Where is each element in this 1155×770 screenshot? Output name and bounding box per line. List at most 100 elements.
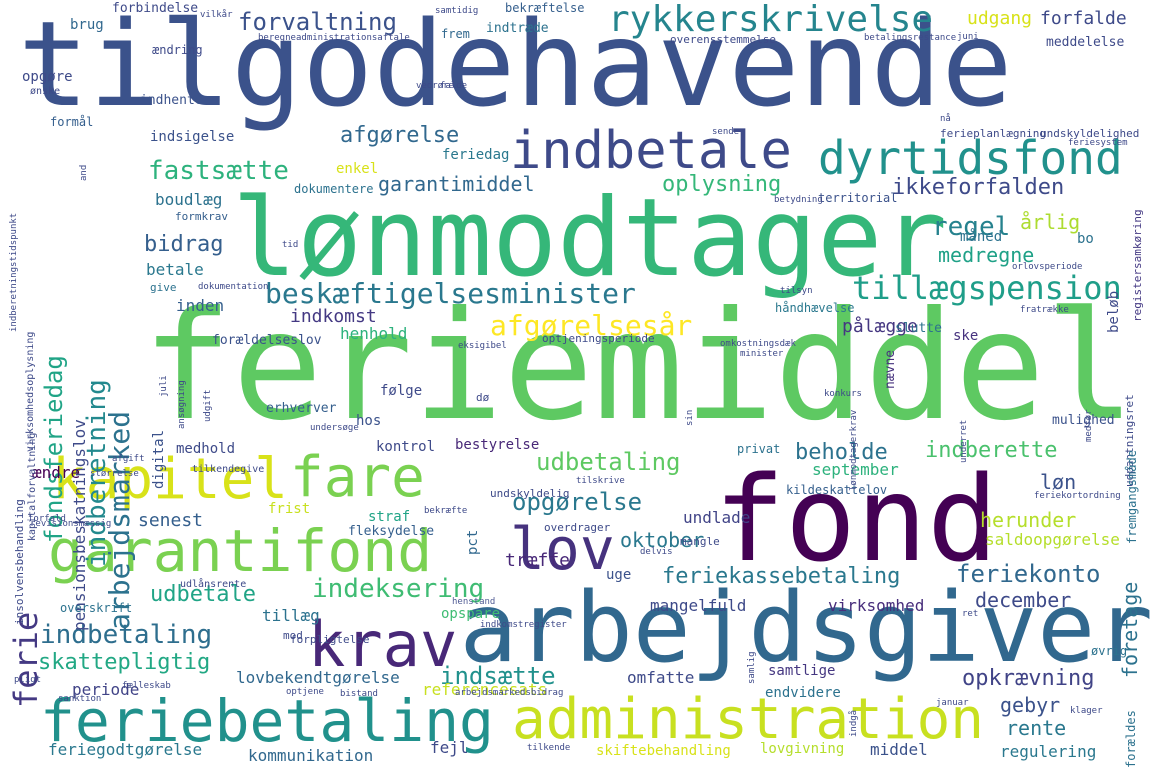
word-skiftebehandling: skiftebehandling — [596, 743, 731, 759]
word-oplysning: oplysning — [662, 172, 782, 197]
word-indkomst: indkomst — [290, 306, 377, 327]
word-overdrager: overdrager — [544, 521, 611, 534]
word-administration: administration — [512, 687, 985, 752]
word-indberette: indberette — [925, 438, 1058, 463]
word-feriegodtgørelse: feriegodtgørelse — [48, 740, 203, 759]
word-middel: middel — [870, 740, 928, 759]
word-territorial: territorial — [818, 191, 898, 205]
word-endvidere: endvidere — [765, 685, 841, 701]
word-pligt: pligt — [14, 675, 42, 685]
word-uge: uge — [606, 567, 632, 583]
word-administrationsaftale: administrationsaftale — [296, 33, 410, 43]
word-undskyldelighed: undskyldelighed — [1040, 127, 1140, 140]
word-sende: sende — [712, 127, 740, 137]
word-henhold: henhold — [340, 324, 408, 343]
word-udbetaling: udbetaling — [536, 448, 681, 476]
word-feriekassebetaling: feriekassebetaling — [662, 564, 901, 589]
word-hos: hos — [356, 413, 382, 429]
word-betydning: betydning — [774, 195, 823, 205]
word-virksomhed: virksomhed — [828, 596, 925, 615]
word-forældelseslov: forældelseslov — [212, 333, 322, 348]
word-fælleskab: fælleskab — [122, 681, 171, 691]
word-ønske: ønske — [30, 86, 61, 97]
word-digital: digital — [151, 429, 167, 489]
word-sin: sin — [685, 409, 695, 426]
word-mangelfuld: mangelfuld — [650, 596, 747, 615]
word-udbetale: udbetale — [150, 582, 256, 607]
word-ændring: ændring — [152, 43, 203, 57]
word-sanktion: sanktion — [58, 694, 102, 704]
word-forbindelse: forbindelse — [112, 1, 199, 16]
word-dø: dø — [476, 391, 490, 404]
word-indkomstregister: indkomstregister — [480, 620, 567, 630]
word-indbetale: indbetale — [510, 121, 792, 181]
word-lønmodtager: lønmodtager — [232, 176, 948, 301]
word-beskæftigelsesminister: beskæftigelsesminister — [265, 277, 636, 310]
word-fremgangsmåde: fremgangsmåde — [1125, 450, 1139, 544]
word-inden: inden — [176, 296, 225, 315]
word-ske: ske — [953, 328, 979, 344]
word-lovgivning: lovgivning — [760, 741, 845, 757]
word-arbejdsmarkedsbidrag: arbejdsmarkedsbidrag — [455, 688, 564, 698]
word-ikkeforfalden: ikkeforfalden — [892, 175, 1065, 200]
word-størrelse: størrelse — [90, 469, 139, 479]
word-afgift: afgift — [112, 454, 145, 464]
word-garantifond: garantifond — [48, 517, 433, 585]
word-arbejdsgiver: arbejdsgiver — [459, 572, 1153, 684]
word-give: give — [150, 281, 177, 294]
word-fleksydelse: fleksydelse — [348, 524, 435, 539]
word-frist: frist — [268, 501, 311, 517]
word-tilgodehavende: tilgodehavende — [18, 0, 1013, 133]
word-beholde: beholde — [795, 440, 888, 465]
word-overskrift: overskrift — [60, 601, 133, 615]
word-forvaltning: forvaltning — [238, 8, 397, 36]
word-forfalde: forfalde — [1040, 8, 1127, 29]
word-udgang: udgang — [967, 8, 1033, 29]
word-forældes: forældes — [1124, 710, 1138, 768]
word-dyrtidsfond: dyrtidsfond — [818, 131, 1123, 185]
word-beregne: beregne — [258, 33, 296, 43]
word-beløb: beløb — [1106, 290, 1122, 333]
word-opkrævning: opkrævning — [962, 666, 1095, 691]
word-omfatte: omfatte — [627, 668, 695, 687]
word-boudlæg: boudlæg — [155, 190, 223, 209]
word-tid: tid — [282, 240, 299, 250]
word-straf: straf — [368, 509, 411, 525]
word-betalingsrestance: betalingsrestance — [864, 33, 957, 43]
word-garantimiddel: garantimiddel — [378, 172, 535, 196]
word-optjene: optjene — [286, 687, 324, 697]
word-klager: klager — [1070, 706, 1103, 716]
word-januar: januar — [936, 698, 969, 708]
word-bidrag: bidrag — [144, 232, 224, 257]
word-henstand: henstand — [452, 597, 496, 607]
word-delvis: delvis — [640, 547, 673, 557]
word-mangle: mangle — [680, 535, 720, 548]
word-undersøge: undersøge — [310, 423, 359, 433]
word-betale: betale — [146, 260, 204, 279]
word-feriemiddel: feriemiddel — [142, 280, 1136, 454]
word-revisionsmæssig: revisionsmæssig — [30, 519, 112, 529]
word-afgørelse: afgørelse — [340, 123, 460, 148]
word-orlovsperiode: orlovsperiode — [1012, 262, 1083, 272]
word-kildeskattelov: kildeskattelov — [786, 483, 888, 497]
word-nævne: nævne — [883, 349, 898, 389]
word-indeksering: indeksering — [312, 574, 485, 604]
word-insolvensbehandling: insolvensbehandling — [13, 499, 26, 625]
word-nå: nå — [940, 114, 951, 124]
word-tillæg: tillæg — [262, 606, 320, 625]
word-ansøgning: ansøgning — [177, 380, 187, 429]
word-formål: formål — [50, 115, 94, 129]
word-juni: juni — [957, 32, 979, 42]
word-dokumentere: dokumentere — [294, 182, 374, 196]
word-saldoopgørelse: saldoopgørelse — [985, 530, 1120, 549]
word-lovbekendtgørelse: lovbekendtgørelse — [236, 668, 400, 687]
word-konkurs: konkurs — [824, 389, 862, 399]
word-september: september — [812, 460, 899, 479]
word-indsætte: indsætte — [440, 662, 556, 690]
word-bo: bo — [1077, 231, 1094, 247]
word-formkrav: formkrav — [175, 210, 228, 223]
word-udlånsrente: udlånsrente — [180, 579, 247, 590]
word-mulighed: mulighed — [1052, 413, 1115, 428]
word-privat: privat — [737, 442, 781, 456]
word-forpligtelse: forpligtelse — [290, 633, 370, 646]
